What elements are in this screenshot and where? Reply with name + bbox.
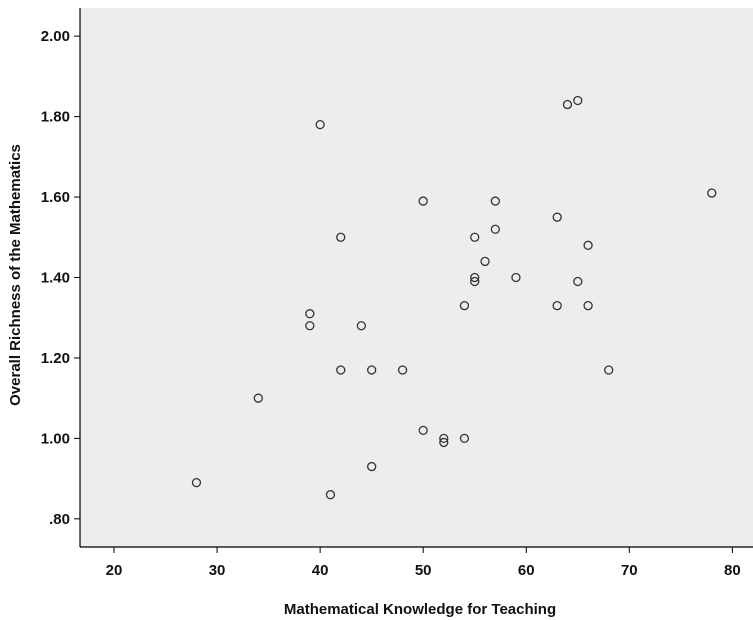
data-point [470,276,480,287]
x-axis-title: Mathematical Knowledge for Teaching [284,601,556,618]
data-point [552,212,562,222]
data-point [336,365,346,375]
x-tick-label: 20 [106,562,123,579]
x-tick-label: 30 [209,562,226,579]
y-tick-label: .80 [49,511,70,528]
tick-labels: 20 30 40 50 60 70 80 .80 1.00 1.20 1.40 1.60 1.80 2.0… [41,28,741,579]
data-point [418,196,428,206]
data-point [459,433,470,444]
x-tick-label: 80 [724,562,741,579]
data-point [397,365,408,375]
data-point [583,240,593,250]
data-point [439,437,449,448]
data-point [604,365,614,375]
y-tick-label: 2.00 [41,28,70,45]
data-point [511,272,521,283]
y-tick-label: 1.40 [41,270,70,287]
data-point [191,477,202,488]
plot-area [80,8,753,547]
x-tick-label: 70 [621,562,638,579]
y-tick-label: 1.20 [41,350,70,367]
data-point [305,321,315,331]
data-points [191,95,717,500]
x-tick-label: 40 [312,562,329,579]
data-point [325,490,336,500]
data-point [490,224,500,234]
data-point [562,99,573,110]
data-point [336,232,346,242]
data-point [367,365,377,375]
data-point [418,425,428,436]
y-tick-label: 1.80 [41,109,70,126]
data-point [439,433,449,444]
data-point [707,188,717,198]
data-point [356,321,367,331]
data-point [305,309,315,319]
y-tick-label: 1.00 [41,430,70,447]
data-point [459,301,470,311]
data-point [490,196,500,206]
data-point [367,461,377,472]
data-point [573,95,583,106]
data-point [470,232,480,242]
y-tick-label: 1.60 [41,189,70,206]
data-point [470,272,480,283]
y-axis-title: Overall Richness of the Mathematics [7,144,24,406]
data-point [315,119,325,130]
data-point [253,393,263,403]
x-tick-label: 50 [415,562,432,579]
data-point [573,276,583,287]
data-point [480,256,490,267]
data-point [583,301,593,311]
x-tick-label: 60 [518,562,535,579]
data-point [552,301,562,311]
